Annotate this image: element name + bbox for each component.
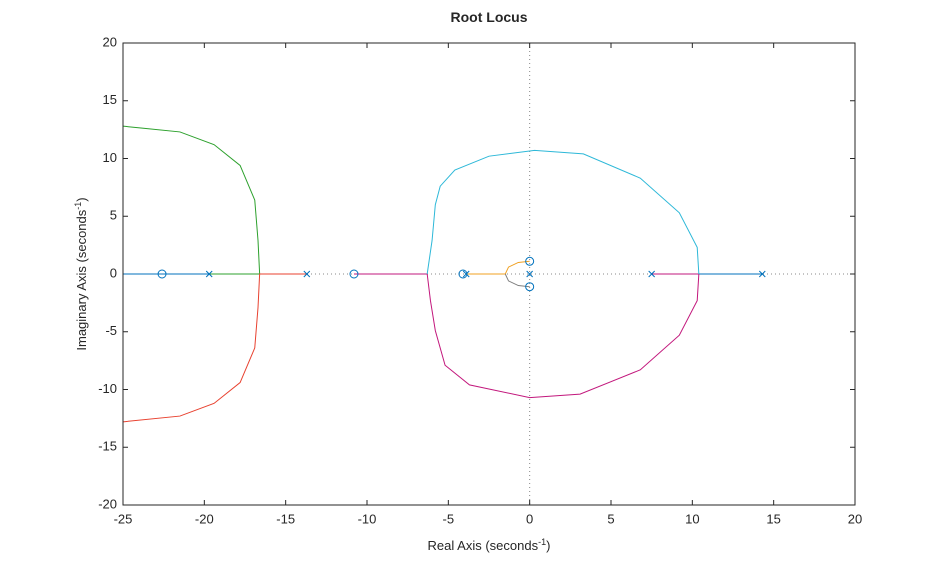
locus-branch — [122, 273, 307, 423]
y-label-text: Imaginary Axis (seconds — [74, 209, 89, 350]
x-tick-label: 5 — [607, 511, 614, 526]
y-axis-label: Imaginary Axis (seconds-1) — [73, 197, 89, 350]
zero-marker — [157, 269, 167, 279]
locus-branch — [466, 260, 530, 275]
x-axis-label: Real Axis (seconds-1) — [428, 537, 551, 553]
y-tick-label: -5 — [105, 323, 117, 338]
x-tick-label: 15 — [766, 511, 780, 526]
y-tick-label: -15 — [98, 439, 117, 454]
x-tick-label: 0 — [526, 511, 533, 526]
y-tick-label: 15 — [103, 92, 117, 107]
y-tick-label: -10 — [98, 381, 117, 396]
y-tick-label: 0 — [110, 265, 117, 280]
zero-marker — [349, 269, 359, 279]
pole-marker — [303, 270, 311, 278]
x-tick-label: 20 — [848, 511, 862, 526]
locus-branch — [122, 125, 261, 275]
x-tick-label: -10 — [358, 511, 377, 526]
pole-marker — [462, 270, 470, 278]
y-tick-label: -20 — [98, 496, 117, 511]
pole-marker — [526, 270, 534, 278]
x-tick-label: -15 — [276, 511, 295, 526]
y-label-tail: ) — [74, 197, 89, 201]
locus-branch — [426, 149, 700, 275]
y-tick-label: 20 — [103, 34, 117, 49]
locus-branch — [353, 273, 700, 399]
zero-marker — [525, 282, 535, 292]
zero-marker — [458, 269, 468, 279]
x-label-sup: -1 — [538, 537, 546, 547]
y-tick-label: 10 — [103, 150, 117, 165]
pole-marker — [205, 270, 213, 278]
y-tick-label: 5 — [110, 208, 117, 223]
x-tick-label: -20 — [195, 511, 214, 526]
chart-title: Root Locus — [451, 9, 528, 25]
x-tick-label: 10 — [685, 511, 699, 526]
locus-branch — [504, 273, 530, 288]
x-tick-label: -25 — [114, 511, 133, 526]
y-label-sup: -1 — [73, 202, 83, 210]
pole-marker — [648, 270, 656, 278]
x-label-text: Real Axis (seconds — [428, 538, 539, 553]
plot-frame — [122, 42, 856, 506]
x-tick-label: -5 — [443, 511, 455, 526]
x-label-tail: ) — [546, 538, 550, 553]
pole-marker — [758, 270, 766, 278]
zero-marker — [525, 256, 535, 266]
